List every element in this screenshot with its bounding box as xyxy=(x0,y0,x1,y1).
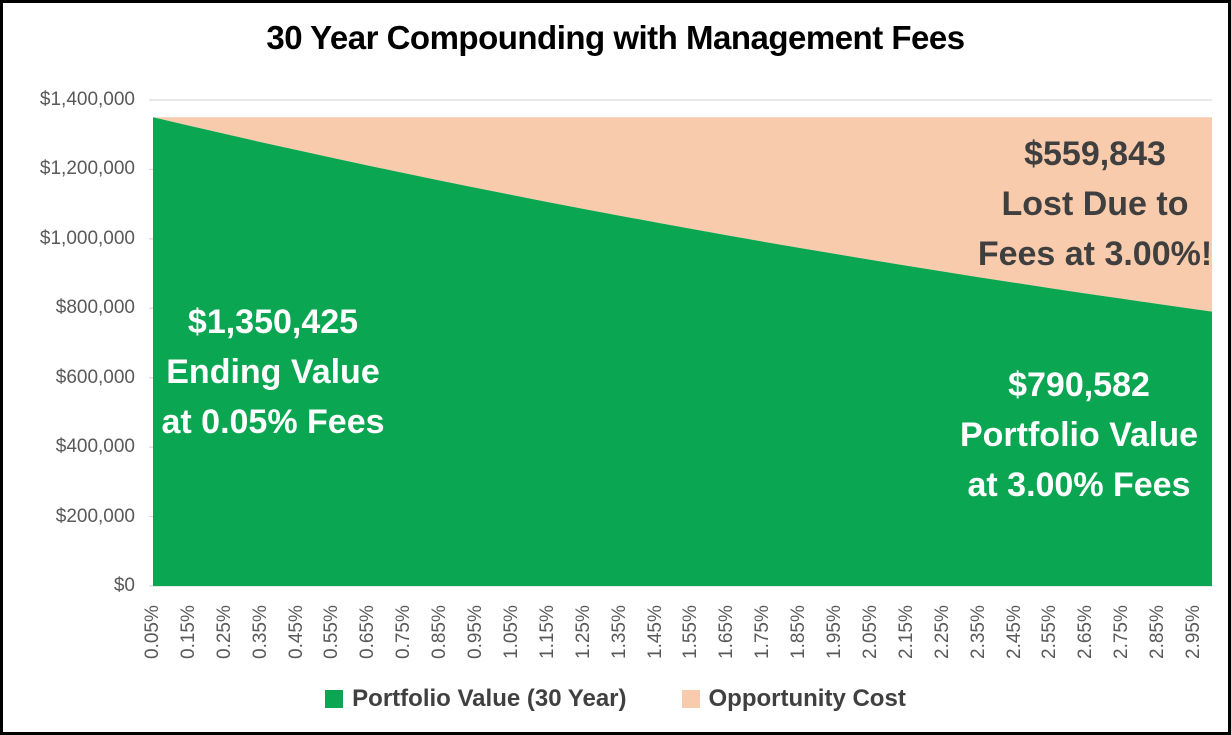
annotation-line: $790,582 xyxy=(1008,366,1150,404)
x-tick-label: 2.55% xyxy=(1039,605,1061,659)
legend-item: Portfolio Value (30 Year) xyxy=(325,685,627,713)
annotation-ending-value-at-low-fee: $1,350,425 Ending Value at 0.05% Fees xyxy=(161,297,384,447)
annotation-line: at 3.00% Fees xyxy=(967,466,1191,504)
x-tick-label: 1.95% xyxy=(824,605,846,659)
y-tick-label: $1,000,000 xyxy=(39,227,135,249)
x-tick-label: 2.25% xyxy=(931,605,953,659)
x-tick-label: 1.05% xyxy=(500,605,522,659)
legend-swatch-icon xyxy=(325,690,344,708)
x-tick-label: 2.75% xyxy=(1111,605,1133,659)
x-tick-label: 2.05% xyxy=(859,605,881,659)
x-tick-label: 2.15% xyxy=(895,605,917,659)
x-tick-label: 1.65% xyxy=(716,605,738,659)
x-tick-label: 2.95% xyxy=(1183,605,1205,659)
x-tick-label: 0.25% xyxy=(213,605,235,659)
annotation-opportunity-cost-at-high-fee: $559,843 Lost Due to Fees at 3.00%! xyxy=(978,129,1212,279)
annotation-line: $1,350,425 xyxy=(187,303,359,341)
legend: Portfolio Value (30 Year) Opportunity Cos… xyxy=(3,685,1228,713)
x-tick-label: 1.75% xyxy=(752,605,774,659)
area-opportunity-cost xyxy=(153,117,1212,312)
x-tick-label: 1.55% xyxy=(680,605,702,659)
annotation-line: Lost Due to xyxy=(1001,185,1189,223)
y-tick-label: $0 xyxy=(113,575,135,596)
x-tick-label: 0.15% xyxy=(177,605,199,659)
legend-label: Opportunity Cost xyxy=(708,685,906,712)
y-tick-label: $1,200,000 xyxy=(39,158,135,180)
x-tick-label: 0.45% xyxy=(285,605,307,659)
x-tick-label: 0.65% xyxy=(357,605,379,659)
annotation-line: Ending Value xyxy=(166,353,380,391)
x-tick-label: 0.35% xyxy=(249,605,271,659)
legend-swatch-icon xyxy=(681,690,700,708)
x-tick-label: 0.95% xyxy=(465,605,487,659)
x-tick-label: 0.85% xyxy=(429,605,451,659)
y-tick-label: $400,000 xyxy=(55,436,135,458)
x-tick-label: 0.05% xyxy=(142,605,163,659)
x-tick-label: 0.55% xyxy=(321,605,343,659)
x-tick-label: 2.45% xyxy=(1003,605,1025,659)
y-tick-label: $600,000 xyxy=(55,366,135,388)
area-portfolio-value xyxy=(153,117,1212,586)
stacked-area-plot xyxy=(149,99,1212,587)
annotation-portfolio-value-at-high-fee: $790,582 Portfolio Value at 3.00% Fees xyxy=(960,360,1198,510)
annotation-line: at 0.05% Fees xyxy=(161,403,385,441)
x-tick-label: 0.75% xyxy=(393,605,415,659)
y-tick-label: $1,400,000 xyxy=(39,89,135,110)
y-tick-label: $200,000 xyxy=(55,505,135,527)
legend-item: Opportunity Cost xyxy=(681,685,906,713)
x-tick-label: 1.25% xyxy=(572,605,594,659)
chart-title: 30 Year Compounding with Management Fees xyxy=(266,19,965,56)
x-tick-label: 1.15% xyxy=(536,605,558,659)
annotation-line: $559,843 xyxy=(1024,135,1166,173)
x-tick-label: 1.85% xyxy=(788,605,810,659)
legend-label: Portfolio Value (30 Year) xyxy=(352,685,627,712)
annotation-line: Fees at 3.00%! xyxy=(977,235,1213,273)
x-tick-label: 2.35% xyxy=(967,605,989,659)
x-tick-label: 2.65% xyxy=(1075,605,1097,659)
annotation-line: Portfolio Value xyxy=(959,416,1199,454)
x-tick-label: 1.45% xyxy=(644,605,666,659)
x-tick-label: 2.85% xyxy=(1147,605,1169,659)
x-tick-label: 1.35% xyxy=(608,605,630,659)
y-tick-label: $800,000 xyxy=(55,297,135,319)
